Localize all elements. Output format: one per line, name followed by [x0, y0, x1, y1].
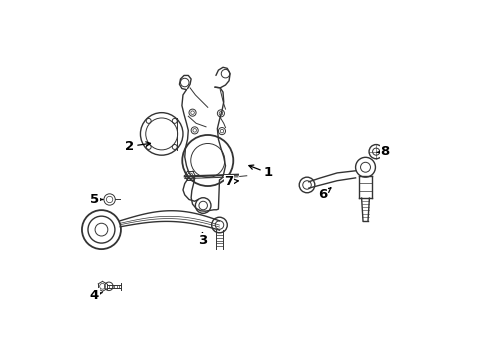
Text: 4: 4 — [90, 289, 102, 302]
Text: 7: 7 — [224, 175, 238, 188]
Text: 5: 5 — [90, 193, 102, 206]
Text: 3: 3 — [198, 233, 207, 247]
Text: 1: 1 — [249, 165, 272, 179]
Text: 8: 8 — [377, 145, 390, 158]
Text: 6: 6 — [318, 188, 331, 201]
Text: 2: 2 — [125, 140, 150, 153]
